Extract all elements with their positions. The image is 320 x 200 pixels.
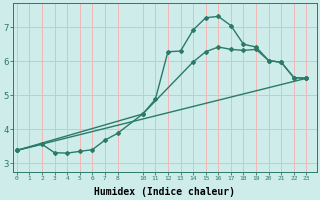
X-axis label: Humidex (Indice chaleur): Humidex (Indice chaleur) (94, 186, 235, 197)
